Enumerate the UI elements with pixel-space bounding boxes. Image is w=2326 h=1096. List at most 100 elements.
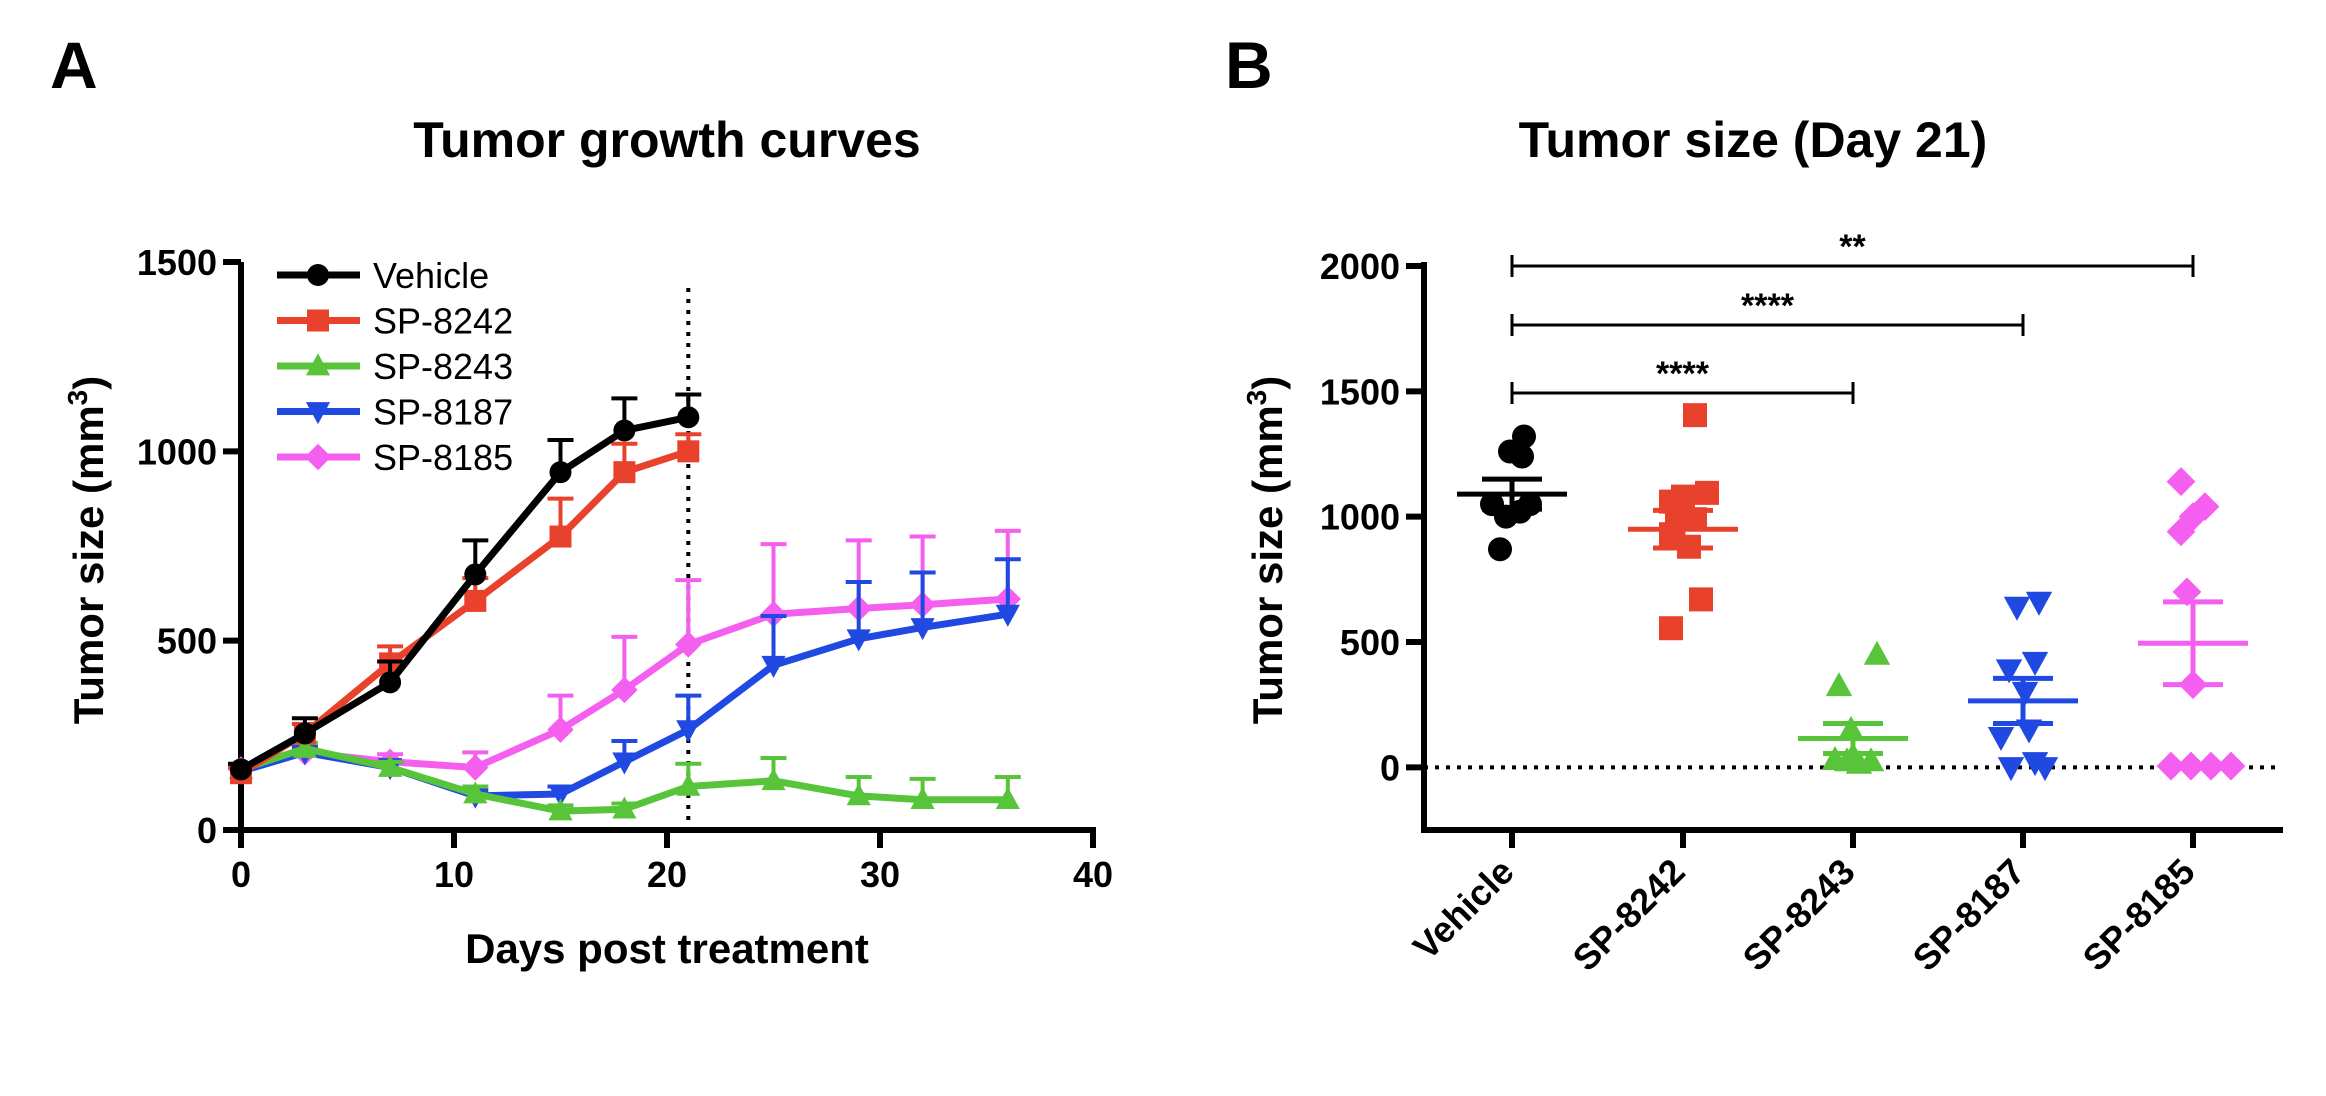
data-point bbox=[379, 671, 402, 694]
data-point bbox=[549, 461, 572, 484]
data-point bbox=[1659, 616, 1683, 641]
data-point bbox=[2156, 751, 2186, 781]
legend-label: SP-8243 bbox=[373, 346, 513, 387]
data-point bbox=[2196, 751, 2226, 781]
data-point bbox=[2166, 467, 2196, 496]
data-point bbox=[910, 618, 935, 641]
data-point bbox=[676, 773, 701, 796]
data-point bbox=[549, 525, 572, 548]
data-point bbox=[462, 754, 489, 781]
data-point bbox=[547, 716, 574, 743]
data-point bbox=[1863, 640, 1891, 665]
data-point bbox=[761, 768, 786, 791]
legend-marker bbox=[307, 264, 329, 286]
data-point bbox=[1689, 587, 1713, 612]
data-point bbox=[463, 781, 488, 804]
data-point bbox=[761, 655, 786, 678]
legend-label: SP-8242 bbox=[373, 301, 513, 342]
legend-marker bbox=[307, 309, 329, 332]
legend-marker bbox=[305, 353, 331, 376]
chart-b-x-tick-label: SP-8187 bbox=[1905, 851, 2033, 979]
data-point bbox=[2021, 651, 2049, 676]
data-point bbox=[612, 796, 637, 819]
data-point bbox=[1987, 727, 2015, 752]
data-point bbox=[676, 720, 701, 743]
chart-b-y-axis-label-sup: 3 bbox=[1241, 390, 1272, 406]
data-point bbox=[1995, 659, 2023, 684]
chart-a-y-axis-label-sup: 3 bbox=[62, 390, 93, 406]
data-point bbox=[2216, 751, 2246, 781]
data-point bbox=[613, 419, 636, 442]
chart-a-y-tick-label: 500 bbox=[157, 621, 217, 662]
group-sp-8242 bbox=[1628, 403, 1738, 641]
chart-b-x-tick-label: SP-8185 bbox=[2075, 851, 2203, 979]
data-point bbox=[1510, 444, 1534, 469]
chart-a-title: Tumor growth curves bbox=[413, 112, 920, 168]
chart-b-x-tick-label: Vehicle bbox=[1405, 851, 1522, 968]
group-sp-8185 bbox=[2138, 467, 2248, 781]
chart-b-y-tick-label: 1000 bbox=[1320, 497, 1400, 538]
chart-b-y-tick-label: 2000 bbox=[1320, 246, 1400, 287]
data-point bbox=[2176, 751, 2206, 781]
data-point bbox=[293, 722, 316, 745]
significance-bracket: ** bbox=[1510, 228, 2195, 277]
data-point bbox=[464, 563, 487, 586]
chart-a-y-tick-label: 1000 bbox=[137, 431, 217, 472]
data-point bbox=[464, 589, 487, 612]
data-point bbox=[230, 758, 252, 781]
data-point bbox=[995, 787, 1020, 810]
data-point bbox=[2166, 517, 2196, 547]
chart-a-y-tick-label: 0 bbox=[197, 810, 217, 851]
data-point bbox=[910, 787, 935, 810]
significance-bracket: **** bbox=[1510, 355, 1855, 404]
data-point bbox=[2031, 757, 2059, 782]
chart-b-y-axis-label: Tumor size (mm3) bbox=[1241, 376, 1291, 725]
data-point bbox=[675, 631, 702, 658]
chart-a-x-axis-label: Days post treatment bbox=[465, 925, 869, 972]
data-point bbox=[378, 754, 403, 777]
significance-label: **** bbox=[1741, 287, 1795, 325]
chart-b-title: Tumor size (Day 21) bbox=[1519, 112, 1988, 168]
panel-a-letter: A bbox=[50, 28, 98, 102]
chart-a-y-tick-label: 1500 bbox=[137, 242, 217, 283]
data-point bbox=[2025, 591, 2053, 616]
chart-a-x-tick-label: 20 bbox=[647, 854, 687, 895]
group-sp-8243 bbox=[1798, 640, 1908, 774]
legend-marker bbox=[304, 443, 332, 471]
significance-label: ** bbox=[1839, 228, 1866, 266]
data-point bbox=[1488, 537, 1512, 562]
chart-a-y-axis-label: Tumor size (mm3) bbox=[62, 376, 112, 725]
data-point bbox=[611, 676, 638, 704]
data-point bbox=[677, 406, 700, 429]
data-point bbox=[1512, 424, 1536, 449]
data-point bbox=[846, 783, 871, 806]
legend-label: SP-8187 bbox=[373, 392, 513, 433]
data-point bbox=[995, 604, 1020, 627]
group-vehicle bbox=[1457, 424, 1567, 562]
chart-a-y-axis-label-end: ) bbox=[65, 376, 112, 390]
chart-b-y-tick-label: 0 bbox=[1380, 747, 1400, 788]
data-point bbox=[677, 440, 700, 463]
data-point bbox=[1683, 403, 1707, 428]
series-vehicle bbox=[228, 392, 702, 781]
tumor-growth-chart: Tumor growth curves Days post treatment … bbox=[62, 112, 1113, 972]
data-point bbox=[548, 784, 573, 807]
significance-label: **** bbox=[1656, 355, 1710, 393]
significance-bracket: **** bbox=[1510, 287, 2025, 336]
legend-label: Vehicle bbox=[373, 255, 489, 296]
chart-b-x-tick-label: SP-8242 bbox=[1565, 851, 1693, 979]
data-point bbox=[2172, 577, 2202, 607]
chart-a-x-tick-label: 0 bbox=[231, 854, 251, 895]
legend-marker bbox=[305, 402, 331, 425]
data-point bbox=[292, 735, 317, 758]
chart-a-x-tick-label: 10 bbox=[434, 854, 474, 895]
chart-a-x-tick-label: 40 bbox=[1073, 854, 1113, 895]
data-point bbox=[2190, 492, 2220, 522]
chart-a-y-axis-label-main: Tumor size (mm bbox=[65, 405, 112, 724]
chart-b-x-tick-label: SP-8243 bbox=[1735, 851, 1863, 979]
chart-b-y-tick-label: 1500 bbox=[1320, 371, 1400, 412]
data-point bbox=[613, 461, 636, 484]
data-point bbox=[846, 629, 871, 652]
